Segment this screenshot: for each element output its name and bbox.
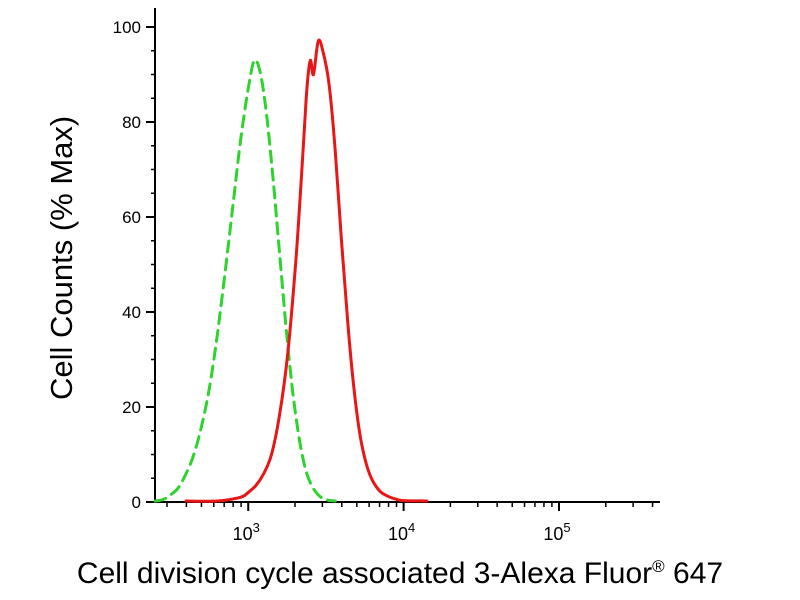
series-curve-green-dashed (153, 58, 337, 503)
x-axis-caption: Cell division cycle associated 3-Alexa F… (0, 557, 800, 591)
y-tick-label: 20 (122, 398, 141, 417)
y-tick-label: 60 (122, 208, 141, 227)
x-tick-label: 103 (233, 520, 260, 544)
plot-area: 0 20 40 60 80 100 103 104 105 (113, 8, 660, 544)
series-curve-red-solid (184, 38, 429, 503)
y-tick-label: 80 (122, 113, 141, 132)
y-tick-label: 40 (122, 303, 141, 322)
caption-text-before: Cell division cycle associated 3-Alexa F… (76, 557, 653, 590)
x-tick-label: 104 (388, 520, 415, 544)
y-tick-label: 100 (113, 18, 141, 37)
x-tick-label: 105 (543, 520, 570, 544)
y-tick-label: 0 (132, 493, 141, 512)
registered-trademark-symbol: ® (652, 557, 665, 576)
caption-text-after: 647 (664, 557, 724, 590)
